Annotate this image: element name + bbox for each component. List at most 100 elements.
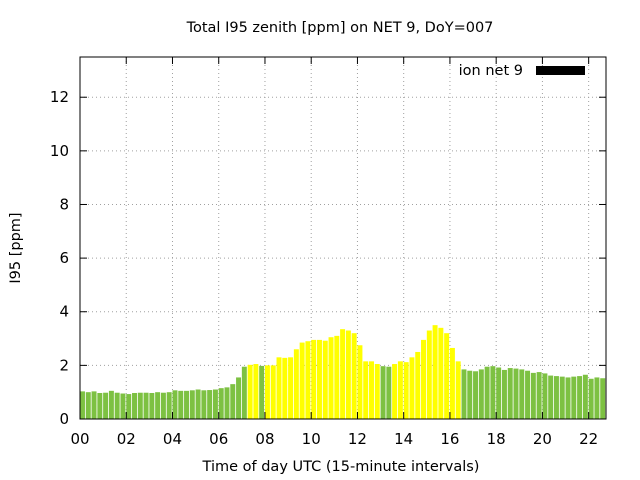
- x-tick-label: 18: [487, 430, 506, 448]
- bar: [247, 364, 253, 419]
- bar: [149, 392, 155, 419]
- bar: [189, 390, 195, 419]
- bar: [322, 340, 328, 419]
- bar: [582, 374, 588, 419]
- bar: [328, 337, 334, 419]
- bar: [160, 392, 166, 419]
- y-tick-label: 8: [59, 195, 69, 213]
- legend-swatch: [536, 66, 585, 75]
- bar: [594, 377, 600, 419]
- bar: [496, 367, 502, 419]
- bar: [241, 366, 247, 419]
- bar: [334, 335, 340, 419]
- bar: [212, 389, 218, 419]
- bar: [565, 377, 571, 419]
- y-tick-label: 6: [59, 249, 69, 267]
- x-tick-label: 16: [440, 430, 459, 448]
- x-axis-label: Time of day UTC (15-minute intervals): [202, 459, 480, 475]
- bar: [184, 390, 190, 419]
- bars: [80, 325, 606, 419]
- y-tick-label: 0: [59, 410, 69, 428]
- bar: [530, 372, 536, 419]
- grid: [80, 57, 606, 419]
- bar: [97, 392, 103, 419]
- x-tick-label: 10: [302, 430, 321, 448]
- bar: [461, 369, 467, 419]
- bar: [80, 391, 85, 419]
- bar: [207, 390, 213, 419]
- x-tick-label: 14: [394, 430, 413, 448]
- bar: [467, 370, 473, 419]
- bar: [409, 357, 415, 419]
- y-axis-label: I95 [ppm]: [8, 212, 24, 283]
- bar: [374, 364, 380, 419]
- bar: [311, 339, 317, 419]
- y-tick-label: 4: [59, 303, 69, 321]
- bar: [224, 387, 230, 419]
- bar: [507, 368, 513, 419]
- bar: [357, 345, 363, 419]
- bar: [403, 362, 409, 419]
- bar: [455, 361, 461, 419]
- bar: [230, 384, 236, 419]
- bar: [600, 378, 606, 419]
- bar: [132, 392, 137, 419]
- bar: [444, 333, 450, 419]
- bar: [299, 342, 305, 419]
- legend: ion net 9: [459, 63, 585, 79]
- bar: [91, 391, 97, 419]
- bar: [195, 389, 201, 419]
- bar: [553, 376, 559, 419]
- bar: [478, 369, 484, 419]
- bar: [236, 377, 242, 419]
- bar: [421, 339, 427, 419]
- bar: [120, 393, 126, 419]
- bar: [449, 347, 455, 419]
- bar: [85, 392, 91, 419]
- bar: [276, 357, 282, 419]
- bar: [392, 364, 398, 419]
- bar: [484, 366, 490, 419]
- bar: [178, 390, 184, 419]
- y-tick-label: 12: [50, 88, 69, 106]
- bar: [264, 365, 270, 419]
- bar: [270, 365, 276, 419]
- bar: [380, 366, 386, 419]
- bar: [571, 376, 577, 419]
- bar: [293, 349, 299, 419]
- bar: [218, 388, 224, 419]
- bar: [126, 394, 132, 419]
- x-tick-label: 20: [533, 430, 552, 448]
- x-tick-label: 08: [255, 430, 274, 448]
- y-tick-label: 10: [50, 142, 69, 160]
- bar: [559, 376, 565, 419]
- bar: [282, 357, 288, 419]
- bar: [386, 366, 392, 419]
- bar: [513, 368, 519, 419]
- bar: [143, 392, 149, 419]
- bar: [351, 333, 357, 419]
- bar: [103, 392, 109, 419]
- x-tick-label: 02: [117, 430, 136, 448]
- bar: [536, 372, 542, 419]
- bar: [155, 392, 161, 419]
- x-tick-label: 12: [348, 430, 367, 448]
- bar: [108, 390, 114, 419]
- bar: [288, 357, 294, 419]
- x-tick-label: 22: [579, 430, 598, 448]
- bar: [397, 361, 403, 419]
- bar: [426, 330, 432, 419]
- bar: [525, 370, 531, 419]
- bar: [363, 361, 369, 419]
- bar: [172, 390, 178, 419]
- plot-frame: [79, 56, 607, 420]
- bar: [473, 371, 479, 419]
- bar: [577, 376, 583, 419]
- bar: [369, 361, 374, 419]
- bar: [259, 365, 265, 419]
- bar: [542, 373, 548, 419]
- bar: [519, 369, 525, 419]
